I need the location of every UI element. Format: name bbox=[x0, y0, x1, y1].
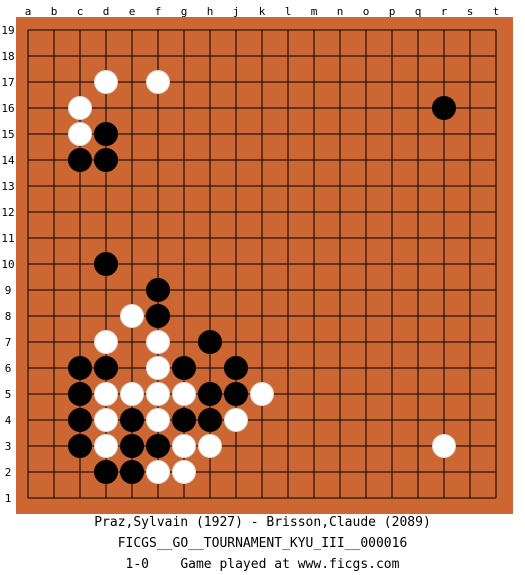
column-label: b bbox=[51, 5, 58, 18]
white-stone bbox=[94, 434, 118, 458]
white-stone bbox=[68, 96, 92, 120]
white-stone bbox=[250, 382, 274, 406]
column-label: q bbox=[415, 5, 422, 18]
white-stone bbox=[146, 330, 170, 354]
white-stone bbox=[172, 460, 196, 484]
row-label: 16 bbox=[1, 102, 14, 115]
white-stone bbox=[146, 70, 170, 94]
black-stone bbox=[224, 356, 248, 380]
column-label: p bbox=[389, 5, 396, 18]
white-stone bbox=[146, 356, 170, 380]
white-stone bbox=[94, 330, 118, 354]
white-stone bbox=[68, 122, 92, 146]
black-stone bbox=[146, 434, 170, 458]
black-stone bbox=[68, 356, 92, 380]
black-stone bbox=[68, 408, 92, 432]
row-label: 3 bbox=[5, 440, 12, 453]
column-label: o bbox=[363, 5, 370, 18]
column-label: n bbox=[337, 5, 344, 18]
black-stone bbox=[120, 408, 144, 432]
row-label: 1 bbox=[5, 492, 12, 505]
result-line: 1-0 Game played at www.ficgs.com bbox=[125, 557, 400, 572]
black-stone bbox=[94, 122, 118, 146]
black-stone bbox=[68, 434, 92, 458]
column-label: k bbox=[259, 5, 266, 18]
column-label: l bbox=[285, 5, 292, 18]
column-label: d bbox=[103, 5, 110, 18]
black-stone bbox=[120, 434, 144, 458]
row-label: 13 bbox=[1, 180, 14, 193]
black-stone bbox=[198, 382, 222, 406]
row-label: 5 bbox=[5, 388, 12, 401]
column-label: r bbox=[441, 5, 448, 18]
players-line: Praz,Sylvain (1927) - Brisson,Claude (20… bbox=[94, 515, 431, 530]
row-label: 11 bbox=[1, 232, 14, 245]
row-label: 17 bbox=[1, 76, 14, 89]
row-label: 9 bbox=[5, 284, 12, 297]
white-stone bbox=[146, 408, 170, 432]
white-stone bbox=[94, 382, 118, 406]
column-label: f bbox=[155, 5, 162, 18]
column-label: c bbox=[77, 5, 84, 18]
black-stone bbox=[432, 96, 456, 120]
stones bbox=[68, 70, 456, 484]
black-stone bbox=[198, 330, 222, 354]
black-stone bbox=[94, 460, 118, 484]
white-stone bbox=[146, 460, 170, 484]
white-stone bbox=[198, 434, 222, 458]
black-stone bbox=[94, 148, 118, 172]
white-stone bbox=[432, 434, 456, 458]
black-stone bbox=[172, 356, 196, 380]
row-label: 7 bbox=[5, 336, 12, 349]
white-stone bbox=[120, 304, 144, 328]
black-stone bbox=[68, 148, 92, 172]
row-label: 4 bbox=[5, 414, 12, 427]
white-stone bbox=[94, 70, 118, 94]
white-stone bbox=[172, 382, 196, 406]
row-label: 15 bbox=[1, 128, 14, 141]
black-stone bbox=[198, 408, 222, 432]
row-label: 19 bbox=[1, 24, 14, 37]
row-label: 6 bbox=[5, 362, 12, 375]
black-stone bbox=[146, 304, 170, 328]
column-label: m bbox=[311, 5, 318, 18]
column-label: e bbox=[129, 5, 136, 18]
black-stone bbox=[120, 460, 144, 484]
row-label: 18 bbox=[1, 50, 14, 63]
black-stone bbox=[146, 278, 170, 302]
white-stone bbox=[172, 434, 196, 458]
white-stone bbox=[224, 408, 248, 432]
column-label: t bbox=[493, 5, 500, 18]
column-label: s bbox=[467, 5, 474, 18]
row-label: 12 bbox=[1, 206, 14, 219]
white-stone bbox=[94, 408, 118, 432]
column-label: a bbox=[25, 5, 32, 18]
row-labels-left: 19 18 17 16 15 14 13 12 11 10 9 8 7 6 5 4 3 2 1 bbox=[1, 24, 15, 505]
row-label: 14 bbox=[1, 154, 15, 167]
row-label: 8 bbox=[5, 310, 12, 323]
white-stone bbox=[120, 382, 144, 406]
row-label: 2 bbox=[5, 466, 12, 479]
black-stone bbox=[94, 252, 118, 276]
black-stone bbox=[224, 382, 248, 406]
black-stone bbox=[172, 408, 196, 432]
event-line: FICGS__GO__TOURNAMENT_KYU_III__000016 bbox=[117, 536, 408, 551]
column-label: j bbox=[233, 5, 240, 18]
white-stone bbox=[146, 382, 170, 406]
column-label: g bbox=[181, 5, 188, 18]
column-label: h bbox=[207, 5, 214, 18]
row-label: 10 bbox=[1, 258, 14, 271]
black-stone bbox=[94, 356, 118, 380]
black-stone bbox=[68, 382, 92, 406]
